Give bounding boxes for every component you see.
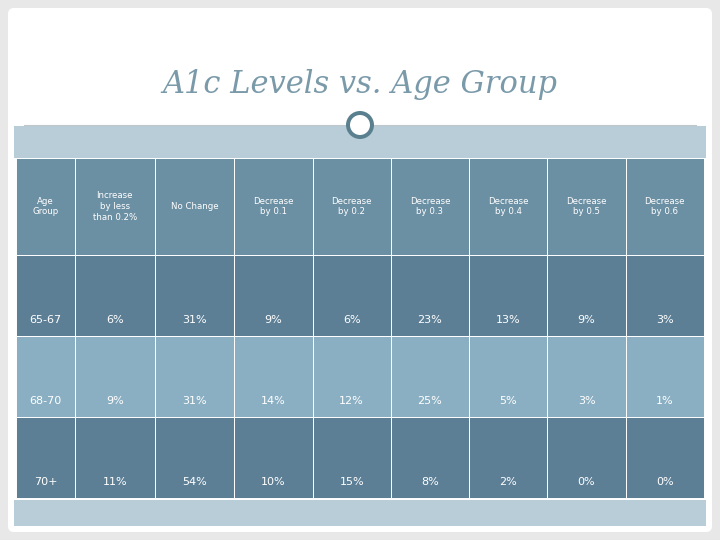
Text: 0%: 0% xyxy=(656,477,674,487)
FancyBboxPatch shape xyxy=(75,255,155,336)
Text: 9%: 9% xyxy=(106,396,124,406)
Text: 8%: 8% xyxy=(421,477,439,487)
Text: No Change: No Change xyxy=(171,202,218,211)
FancyBboxPatch shape xyxy=(391,158,469,255)
FancyBboxPatch shape xyxy=(469,336,547,417)
Text: 6%: 6% xyxy=(343,315,361,325)
Text: 23%: 23% xyxy=(418,315,442,325)
FancyBboxPatch shape xyxy=(547,158,626,255)
FancyBboxPatch shape xyxy=(234,336,312,417)
FancyBboxPatch shape xyxy=(626,336,704,417)
FancyBboxPatch shape xyxy=(234,158,312,255)
FancyBboxPatch shape xyxy=(312,417,391,498)
Circle shape xyxy=(350,115,370,135)
Text: 15%: 15% xyxy=(339,477,364,487)
FancyBboxPatch shape xyxy=(469,417,547,498)
FancyBboxPatch shape xyxy=(469,158,547,255)
FancyBboxPatch shape xyxy=(14,126,706,158)
Text: Decrease
by 0.6: Decrease by 0.6 xyxy=(644,197,685,217)
FancyBboxPatch shape xyxy=(75,417,155,498)
Text: 31%: 31% xyxy=(182,315,207,325)
FancyBboxPatch shape xyxy=(626,417,704,498)
Text: 70+: 70+ xyxy=(34,477,57,487)
FancyBboxPatch shape xyxy=(312,336,391,417)
Text: 11%: 11% xyxy=(102,477,127,487)
FancyBboxPatch shape xyxy=(626,158,704,255)
Text: 9%: 9% xyxy=(577,315,595,325)
Text: Decrease
by 0.5: Decrease by 0.5 xyxy=(567,197,607,217)
Text: 9%: 9% xyxy=(264,315,282,325)
FancyBboxPatch shape xyxy=(391,336,469,417)
FancyBboxPatch shape xyxy=(75,336,155,417)
FancyBboxPatch shape xyxy=(391,255,469,336)
FancyBboxPatch shape xyxy=(16,417,75,498)
FancyBboxPatch shape xyxy=(234,417,312,498)
Text: Decrease
by 0.3: Decrease by 0.3 xyxy=(410,197,450,217)
Text: 10%: 10% xyxy=(261,477,286,487)
Text: 2%: 2% xyxy=(500,477,517,487)
FancyBboxPatch shape xyxy=(155,336,234,417)
FancyBboxPatch shape xyxy=(547,336,626,417)
Text: 12%: 12% xyxy=(339,396,364,406)
Text: Increase
by less
than 0.2%: Increase by less than 0.2% xyxy=(93,191,137,222)
Text: 1%: 1% xyxy=(656,396,674,406)
FancyBboxPatch shape xyxy=(16,336,75,417)
Text: Decrease
by 0.1: Decrease by 0.1 xyxy=(253,197,294,217)
FancyBboxPatch shape xyxy=(547,417,626,498)
Text: 3%: 3% xyxy=(577,396,595,406)
FancyBboxPatch shape xyxy=(75,158,155,255)
Text: 0%: 0% xyxy=(577,477,595,487)
Text: 13%: 13% xyxy=(496,315,521,325)
FancyBboxPatch shape xyxy=(8,8,712,532)
FancyBboxPatch shape xyxy=(469,255,547,336)
FancyBboxPatch shape xyxy=(14,500,706,526)
FancyBboxPatch shape xyxy=(234,255,312,336)
Text: 3%: 3% xyxy=(656,315,674,325)
FancyBboxPatch shape xyxy=(155,255,234,336)
FancyBboxPatch shape xyxy=(16,158,75,255)
FancyBboxPatch shape xyxy=(312,255,391,336)
Text: 65-67: 65-67 xyxy=(30,315,61,325)
FancyBboxPatch shape xyxy=(312,158,391,255)
Text: 6%: 6% xyxy=(106,315,124,325)
Text: A1c Levels vs. Age Group: A1c Levels vs. Age Group xyxy=(163,70,557,100)
Text: 54%: 54% xyxy=(182,477,207,487)
Text: 14%: 14% xyxy=(261,396,286,406)
FancyBboxPatch shape xyxy=(155,158,234,255)
FancyBboxPatch shape xyxy=(16,255,75,336)
FancyBboxPatch shape xyxy=(391,417,469,498)
Circle shape xyxy=(346,111,374,139)
Text: 25%: 25% xyxy=(418,396,442,406)
FancyBboxPatch shape xyxy=(626,255,704,336)
Text: 31%: 31% xyxy=(182,396,207,406)
FancyBboxPatch shape xyxy=(155,417,234,498)
Text: Decrease
by 0.4: Decrease by 0.4 xyxy=(488,197,528,217)
Text: 68-70: 68-70 xyxy=(30,396,62,406)
FancyBboxPatch shape xyxy=(547,255,626,336)
Text: 5%: 5% xyxy=(500,396,517,406)
Text: Decrease
by 0.2: Decrease by 0.2 xyxy=(331,197,372,217)
Text: Age
Group: Age Group xyxy=(32,197,58,217)
